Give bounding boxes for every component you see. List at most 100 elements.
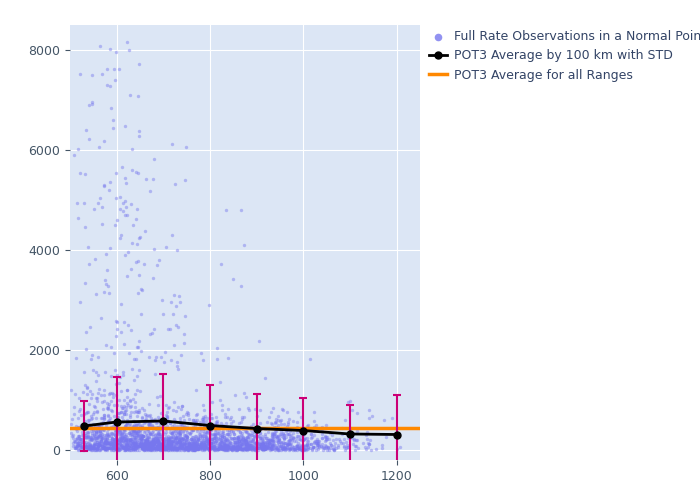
Point xyxy=(120,197,131,205)
Point xyxy=(246,438,257,446)
Point xyxy=(233,424,244,432)
Point xyxy=(254,429,265,437)
Point xyxy=(130,441,141,449)
Point xyxy=(232,441,243,449)
Point xyxy=(270,415,281,423)
Point xyxy=(92,427,103,435)
Point xyxy=(263,440,274,448)
Point xyxy=(186,442,197,450)
Point xyxy=(201,438,212,446)
Point xyxy=(152,434,163,442)
Point xyxy=(135,440,146,448)
Point xyxy=(170,435,181,443)
Point xyxy=(126,444,137,452)
Point xyxy=(272,438,284,446)
Point xyxy=(214,443,225,451)
Point xyxy=(121,406,132,414)
Point xyxy=(141,436,153,444)
Point xyxy=(211,446,223,454)
Point xyxy=(257,438,268,446)
Point xyxy=(184,441,195,449)
Point xyxy=(78,444,89,452)
Point xyxy=(109,420,120,428)
Point xyxy=(163,435,174,443)
Point xyxy=(241,440,253,448)
Point xyxy=(198,443,209,451)
Point xyxy=(349,446,360,454)
Point xyxy=(117,436,128,444)
Point xyxy=(140,430,151,438)
Point xyxy=(233,404,244,412)
Point xyxy=(128,394,139,402)
Point xyxy=(99,440,110,448)
Point xyxy=(92,440,103,448)
Point xyxy=(140,445,151,453)
Point xyxy=(107,124,118,132)
Point xyxy=(288,444,300,452)
Point xyxy=(129,439,140,447)
Point xyxy=(165,434,176,442)
Point xyxy=(285,442,296,450)
Point xyxy=(78,368,90,376)
Point xyxy=(111,402,122,409)
Point xyxy=(106,397,117,405)
Point xyxy=(244,444,255,452)
Point xyxy=(123,444,134,452)
Point xyxy=(165,442,176,450)
Point xyxy=(194,442,205,450)
Point xyxy=(199,406,210,414)
Point xyxy=(152,439,163,447)
Point xyxy=(69,151,80,159)
Point xyxy=(193,434,204,442)
Point xyxy=(343,434,354,442)
Point xyxy=(136,434,148,442)
Point xyxy=(134,132,145,140)
Point xyxy=(90,423,101,431)
Point xyxy=(272,433,283,441)
Point xyxy=(149,444,160,452)
Point xyxy=(159,358,170,366)
Point xyxy=(116,387,127,395)
Point xyxy=(162,422,173,430)
Point xyxy=(90,427,101,435)
Point xyxy=(253,432,265,440)
Point xyxy=(267,430,278,438)
Point xyxy=(209,436,220,444)
Point xyxy=(260,430,271,438)
Point xyxy=(74,298,85,306)
Point xyxy=(316,434,327,442)
Point xyxy=(136,422,148,430)
Point xyxy=(127,446,139,454)
Point xyxy=(228,444,239,452)
Point xyxy=(102,440,113,448)
Point xyxy=(67,432,78,440)
Point xyxy=(308,427,319,435)
Point xyxy=(170,434,181,442)
Point xyxy=(88,424,99,432)
Point xyxy=(116,434,127,442)
Point xyxy=(82,442,93,450)
Point xyxy=(237,434,248,442)
Point xyxy=(207,444,218,452)
Point xyxy=(234,444,246,452)
Point xyxy=(267,428,278,436)
Point xyxy=(90,368,101,376)
Point xyxy=(236,432,247,440)
Point xyxy=(239,436,250,444)
Point xyxy=(133,424,144,432)
Point xyxy=(109,438,120,446)
Point xyxy=(179,423,190,431)
Point xyxy=(137,444,148,452)
Point xyxy=(176,438,188,446)
Point xyxy=(190,442,201,450)
Point xyxy=(147,446,158,454)
Point xyxy=(82,442,93,450)
Point xyxy=(138,440,149,448)
Point xyxy=(265,408,276,416)
Point xyxy=(95,446,106,454)
Point xyxy=(83,440,94,448)
Point xyxy=(112,444,123,452)
Point xyxy=(150,440,162,448)
Point xyxy=(86,98,97,106)
Point xyxy=(124,46,135,54)
